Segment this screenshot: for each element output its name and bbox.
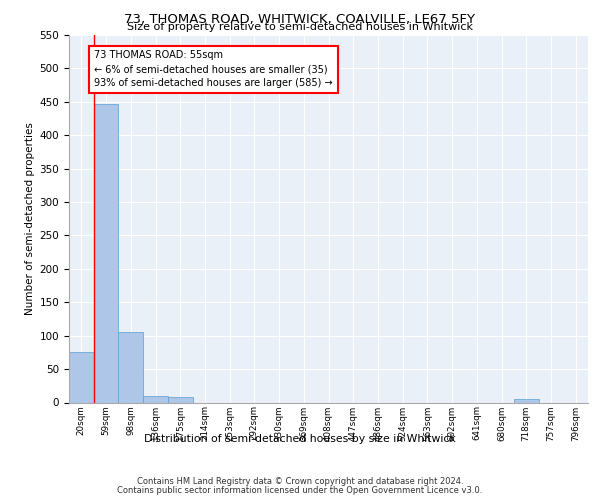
Text: 73 THOMAS ROAD: 55sqm
← 6% of semi-detached houses are smaller (35)
93% of semi-: 73 THOMAS ROAD: 55sqm ← 6% of semi-detac…	[94, 50, 333, 88]
Text: 73, THOMAS ROAD, WHITWICK, COALVILLE, LE67 5FY: 73, THOMAS ROAD, WHITWICK, COALVILLE, LE…	[125, 12, 476, 26]
Bar	[143, 396, 168, 402]
Bar	[69, 352, 94, 403]
Bar	[514, 399, 539, 402]
Bar	[168, 397, 193, 402]
Text: Contains public sector information licensed under the Open Government Licence v3: Contains public sector information licen…	[118, 486, 482, 495]
Bar	[118, 332, 143, 402]
Y-axis label: Number of semi-detached properties: Number of semi-detached properties	[25, 122, 35, 315]
Text: Contains HM Land Registry data © Crown copyright and database right 2024.: Contains HM Land Registry data © Crown c…	[137, 477, 463, 486]
Text: Size of property relative to semi-detached houses in Whitwick: Size of property relative to semi-detach…	[127, 22, 473, 32]
Text: Distribution of semi-detached houses by size in Whitwick: Distribution of semi-detached houses by …	[144, 434, 456, 444]
Bar	[94, 104, 118, 403]
